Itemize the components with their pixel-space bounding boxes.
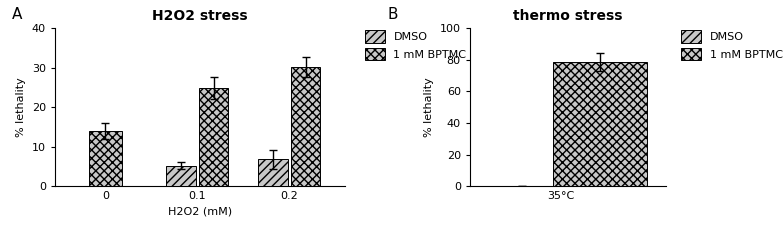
Text: B: B <box>388 7 398 22</box>
Bar <box>199 88 229 186</box>
Y-axis label: % lethality: % lethality <box>16 77 26 137</box>
Bar <box>258 159 288 186</box>
Bar <box>553 62 647 186</box>
Bar <box>290 67 320 186</box>
X-axis label: H2O2 (mM): H2O2 (mM) <box>168 207 232 217</box>
Bar <box>89 131 121 186</box>
Title: thermo stress: thermo stress <box>513 9 622 23</box>
Bar <box>167 166 196 186</box>
Legend: DMSO, 1 mM BPTMC: DMSO, 1 mM BPTMC <box>681 30 783 60</box>
Title: H2O2 stress: H2O2 stress <box>152 9 247 23</box>
Y-axis label: % lethality: % lethality <box>424 77 435 137</box>
Text: A: A <box>12 7 22 22</box>
Legend: DMSO, 1 mM BPTMC: DMSO, 1 mM BPTMC <box>365 30 467 60</box>
